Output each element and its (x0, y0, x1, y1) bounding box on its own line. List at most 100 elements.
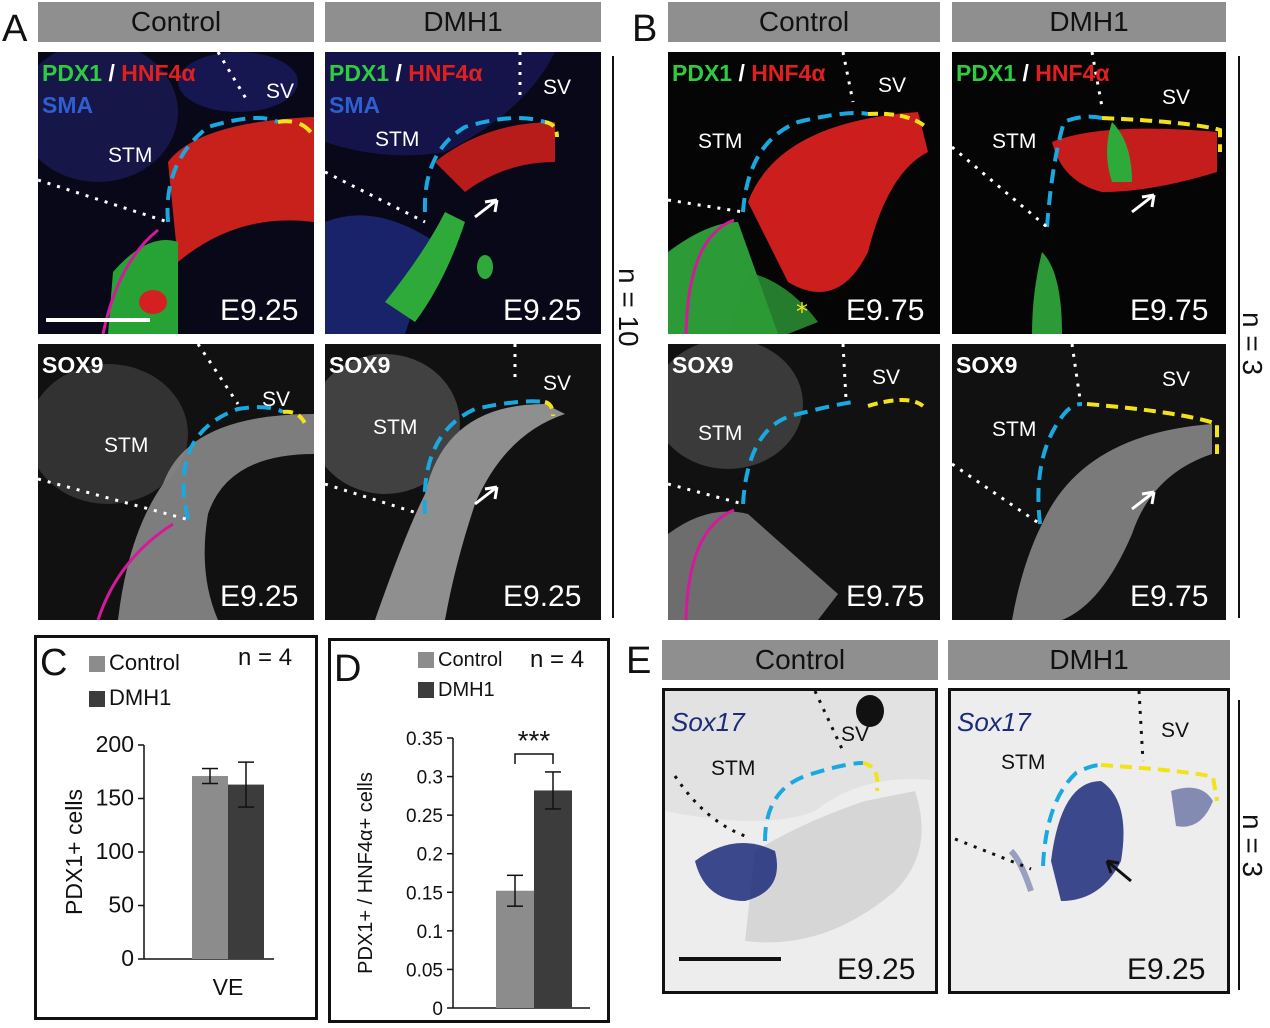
y-tick-label: 150 (96, 785, 134, 811)
header-e-control: Control (662, 640, 938, 680)
significance-bracket (514, 753, 554, 764)
y-axis-label: PDX1+ cells (61, 789, 87, 915)
sv-label: SV (543, 76, 572, 99)
y-tick-label: 50 (108, 892, 134, 918)
stm-label: STM (104, 434, 149, 457)
stage-label: E9.75 (1130, 580, 1209, 613)
micrograph-b-dmh1-pdx1-drawing (952, 52, 1226, 334)
panel-label-d: D (334, 648, 362, 690)
n-label-a: n = 10 (613, 268, 644, 347)
svg-text:*: * (796, 298, 808, 326)
header-a-dmh1: DMH1 (325, 2, 601, 42)
sv-label: SV (872, 366, 901, 389)
stm-label: STM (1001, 751, 1046, 774)
header-b-dmh1: DMH1 (952, 2, 1226, 42)
header-e-dmh1: DMH1 (948, 640, 1230, 680)
sv-label: SV (262, 388, 291, 411)
panel-c-box (34, 635, 318, 1020)
bar-dmh1 (228, 784, 264, 959)
significance-stars: *** (518, 725, 551, 756)
legend-swatch (89, 656, 105, 672)
stage-label: E9.75 (846, 294, 925, 327)
legend-swatch (418, 652, 434, 668)
stage-label: E9.25 (1127, 953, 1206, 986)
stm-label: STM (711, 757, 756, 780)
sox9-label: SOX9 (329, 352, 391, 378)
sma-label: SMA (42, 92, 94, 118)
ish-e-control: Sox17 STM SV E9.25 (662, 688, 938, 994)
sv-label: SV (841, 723, 870, 746)
y-tick-label: 0.35 (406, 729, 443, 750)
micrograph-b-control-sox9-drawing (668, 344, 940, 620)
micrograph-a-control-pdx1-drawing (38, 52, 314, 334)
legend-label: Control (109, 650, 180, 675)
micrograph-a-dmh1-sox9-drawing (325, 344, 601, 620)
header-a-control: Control (38, 2, 314, 42)
legend-swatch (418, 682, 434, 698)
stm-label: STM (108, 144, 153, 167)
bar-control (192, 776, 228, 959)
sox17-label: Sox17 (671, 707, 745, 737)
panel-label-e: E (626, 640, 652, 682)
y-tick-label: 0.3 (417, 768, 443, 789)
micrograph-a-control-sox9-drawing (38, 344, 314, 620)
bar-dmh1 (534, 790, 572, 1008)
sox17-label: Sox17 (957, 707, 1031, 737)
micrograph-b-dmh1-pdx1: PDX1 / HNF4α STM SV E9.75 (952, 52, 1226, 334)
y-axis-label: PDX1+ / HNF4α+ cells (355, 772, 377, 974)
sv-label: SV (1162, 86, 1191, 109)
marker-label: PDX1 / HNF4α (672, 60, 826, 86)
micrograph-a-dmh1-sox9: SOX9 STM SV E9.25 (325, 344, 601, 620)
stage-label: E9.75 (846, 580, 925, 613)
micrograph-a-dmh1-pdx1-drawing (325, 52, 601, 334)
sv-label: SV (878, 74, 907, 97)
micrograph-b-control-pdx1: * PDX1 / HNF4α STM SV E9.75 (668, 52, 940, 334)
sox9-label: SOX9 (672, 352, 734, 378)
micrograph-a-control-sox9: SOX9 STM SV E9.25 (38, 344, 314, 620)
stm-label: STM (992, 418, 1037, 441)
ish-e-control-drawing (665, 691, 935, 991)
n-label-c: n = 4 (238, 644, 293, 671)
bar-control (496, 890, 534, 1008)
legend-swatch (89, 691, 105, 707)
panel-label-a: A (2, 8, 28, 50)
y-tick-label: 0.15 (406, 883, 443, 904)
sox9-label: SOX9 (42, 352, 104, 378)
stm-label: STM (992, 130, 1037, 153)
stm-label: STM (698, 130, 743, 153)
sv-label: SV (1161, 719, 1190, 742)
n-bracket-e (1238, 700, 1240, 990)
micrograph-b-dmh1-sox9: SOX9 STM SV E9.75 (952, 344, 1226, 620)
y-tick-label: 0 (121, 945, 134, 971)
stm-label: STM (375, 128, 420, 151)
header-b-control: Control (668, 2, 940, 42)
y-tick-label: 200 (96, 731, 134, 757)
micrograph-b-control-sox9: SOX9 STM SV E9.75 (668, 344, 940, 620)
micrograph-b-dmh1-sox9-drawing (952, 344, 1226, 620)
stm-label: STM (698, 422, 743, 445)
stage-label: E9.25 (503, 294, 582, 327)
marker-label: PDX1 / HNF4α (956, 60, 1110, 86)
y-tick-label: 0.25 (406, 806, 443, 827)
stage-label: E9.25 (837, 953, 916, 986)
marker-label: PDX1 / HNF4α (42, 60, 196, 86)
sox9-label: SOX9 (956, 352, 1018, 378)
stage-label: E9.25 (220, 580, 299, 613)
y-tick-label: 0 (432, 999, 443, 1020)
stage-label: E9.25 (220, 294, 299, 327)
marker-label: PDX1 / HNF4α (329, 60, 483, 86)
ish-e-dmh1-drawing (951, 691, 1227, 991)
sv-label: SV (266, 80, 295, 103)
n-label-d: n = 4 (530, 646, 585, 673)
n-label-e: n = 3 (1237, 814, 1268, 878)
stage-label: E9.75 (1130, 294, 1209, 327)
legend-label: Control (438, 649, 502, 671)
y-tick-label: 100 (96, 838, 134, 864)
y-tick-label: 0.05 (406, 960, 443, 981)
n-bracket-a (612, 56, 614, 618)
n-bracket-b (1238, 56, 1240, 618)
legend-label: DMH1 (109, 685, 171, 710)
n-label-b: n = 3 (1237, 312, 1268, 376)
micrograph-a-control-pdx1: PDX1 / HNF4α SMA STM SV E9.25 (38, 52, 314, 334)
stage-label: E9.25 (503, 580, 582, 613)
